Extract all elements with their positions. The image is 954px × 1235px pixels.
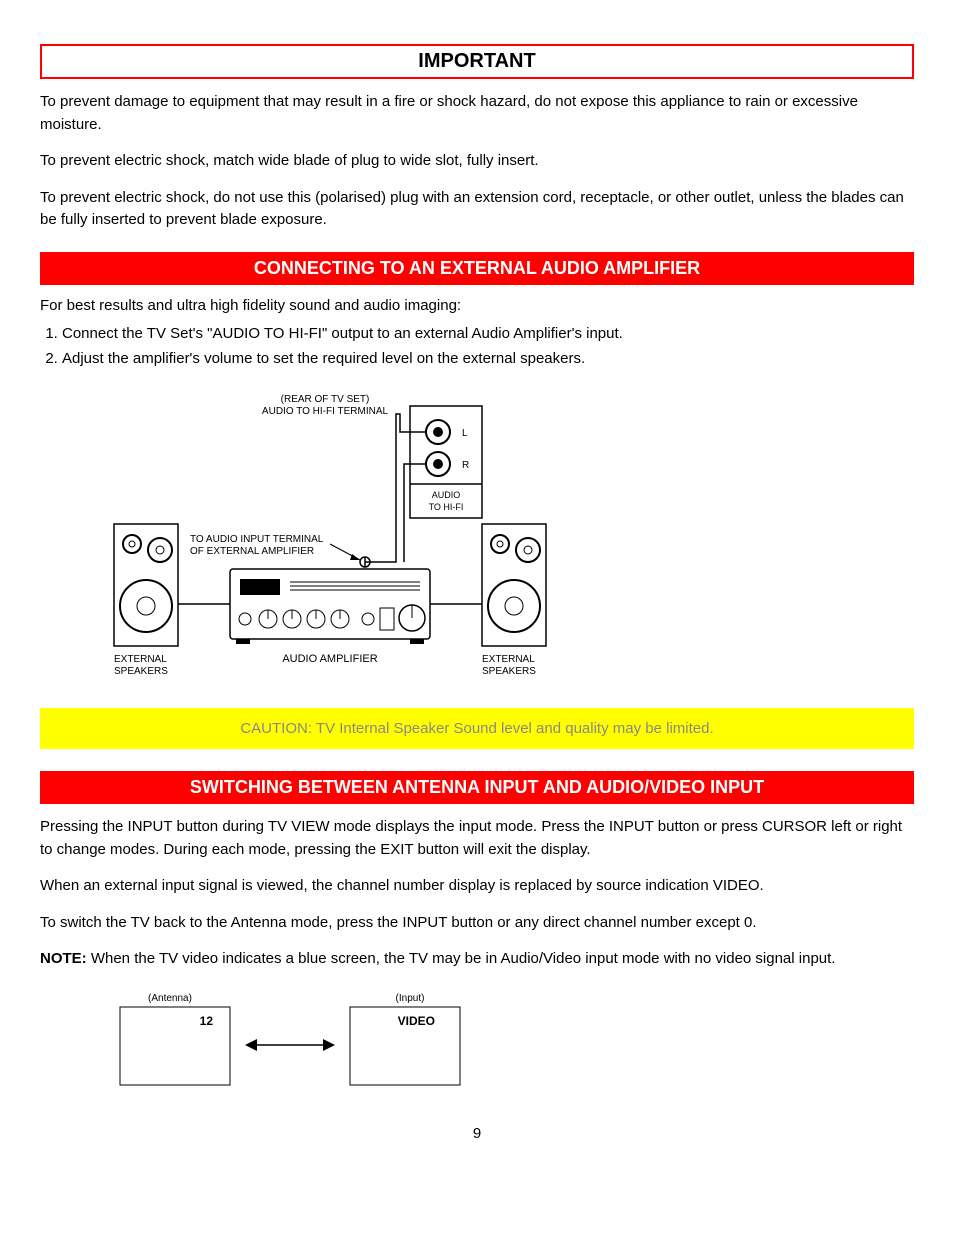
amplifier-graphic <box>230 569 430 644</box>
speaker-left-label-1: EXTERNAL <box>114 654 167 665</box>
amp-label: AUDIO AMPLIFIER <box>282 653 377 665</box>
speaker-left-label-2: SPEAKERS <box>114 666 168 677</box>
warning-p1: To prevent damage to equipment that may … <box>40 91 910 136</box>
speaker-right-label-1: EXTERNAL <box>482 654 535 665</box>
av-p1: Pressing the INPUT button during TV VIEW… <box>40 816 910 861</box>
rear-label-2: AUDIO TO HI-FI TERMINAL <box>262 406 389 417</box>
av-note-body: When the TV video indicates a blue scree… <box>87 950 836 967</box>
mode-right-caption: (Input) <box>396 993 425 1004</box>
cable-1 <box>365 414 426 562</box>
av-note: NOTE: When the TV video indicates a blue… <box>40 948 910 971</box>
av-p2: When an external input signal is viewed,… <box>40 875 910 898</box>
amplifier-intro: For best results and ultra high fidelity… <box>40 295 910 318</box>
section-amplifier-heading-text: CONNECTING TO AN EXTERNAL AUDIO AMPLIFIE… <box>254 258 700 278</box>
av-p3: To switch the TV back to the Antenna mod… <box>40 912 910 935</box>
callout-line-2: OF EXTERNAL AMPLIFIER <box>190 546 314 557</box>
page-number-value: 9 <box>473 1125 481 1142</box>
warning-block: To prevent damage to equipment that may … <box>40 91 910 232</box>
amplifier-step-1: Connect the TV Set's "AUDIO TO HI-FI" ou… <box>62 323 910 346</box>
mode-left-caption: (Antenna) <box>148 993 192 1004</box>
mode-arrow-left <box>245 1039 257 1051</box>
mode-diagram: (Antenna) (Input) 12 VIDEO <box>100 985 480 1095</box>
caution-bar: CAUTION: TV Internal Speaker Sound level… <box>40 708 914 749</box>
wiring-diagram-svg: (REAR OF TV SET) AUDIO TO HI-FI TERMINAL… <box>100 384 570 704</box>
av-note-label: NOTE: <box>40 950 87 967</box>
mode-left-value: 12 <box>200 1014 214 1028</box>
av-block: Pressing the INPUT button during TV VIEW… <box>40 816 910 971</box>
mode-left-box <box>120 1007 230 1085</box>
mode-diagram-svg: (Antenna) (Input) 12 VIDEO <box>100 985 480 1095</box>
amplifier-step-2: Adjust the amplifier's volume to set the… <box>62 348 910 371</box>
jack-l-inner <box>433 427 443 437</box>
speaker-right-label-2: SPEAKERS <box>482 666 536 677</box>
page-number: 9 <box>40 1125 914 1142</box>
rear-label-1: (REAR OF TV SET) <box>281 394 370 405</box>
important-header-text: IMPORTANT <box>418 50 535 72</box>
warning-p3: To prevent electric shock, do not use th… <box>40 187 910 232</box>
jack-r-label: R <box>462 460 469 471</box>
speaker-right <box>482 524 546 646</box>
jack-box-text-1: AUDIO <box>432 490 461 500</box>
mode-arrow-right <box>323 1039 335 1051</box>
warning-p2: To prevent electric shock, match wide bl… <box>40 150 910 173</box>
jack-r-inner <box>433 459 443 469</box>
callout-line-1: TO AUDIO INPUT TERMINAL <box>190 534 324 545</box>
amplifier-intro-block: For best results and ultra high fidelity… <box>40 295 910 371</box>
speaker-left <box>114 524 178 646</box>
cable-2 <box>404 464 426 562</box>
section-amplifier-heading: CONNECTING TO AN EXTERNAL AUDIO AMPLIFIE… <box>40 252 914 285</box>
page-root: IMPORTANT To prevent damage to equipment… <box>0 0 954 1182</box>
important-header: IMPORTANT <box>40 44 914 79</box>
wiring-diagram: (REAR OF TV SET) AUDIO TO HI-FI TERMINAL… <box>100 384 570 704</box>
mode-right-value: VIDEO <box>398 1014 435 1028</box>
amplifier-steps: Connect the TV Set's "AUDIO TO HI-FI" ou… <box>40 323 910 370</box>
caution-text: CAUTION: TV Internal Speaker Sound level… <box>240 720 713 737</box>
jack-l-label: L <box>462 428 468 439</box>
jack-box-text-2: TO HI-FI <box>429 502 464 512</box>
section-av-heading: SWITCHING BETWEEN ANTENNA INPUT AND AUDI… <box>40 771 914 804</box>
section-av-heading-text: SWITCHING BETWEEN ANTENNA INPUT AND AUDI… <box>190 777 764 797</box>
